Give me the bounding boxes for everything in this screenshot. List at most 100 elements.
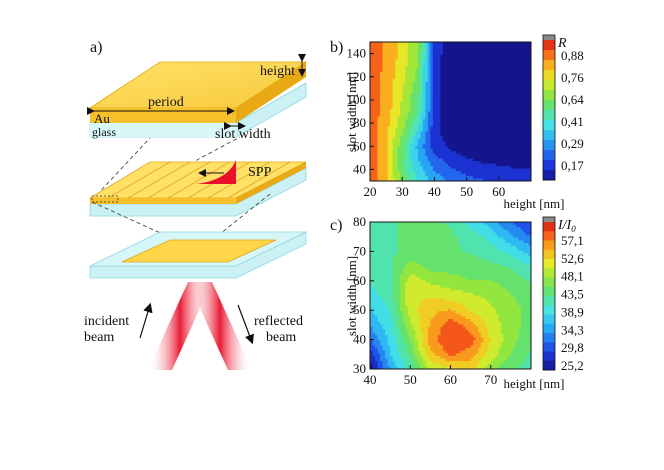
heatmap-cell (437, 161, 442, 165)
heatmap-cell (468, 156, 472, 160)
heatmap-cell (380, 99, 384, 103)
heatmap-cell (485, 261, 489, 265)
heatmap-cell (410, 237, 414, 241)
heatmap-cell (473, 51, 477, 56)
heatmap-cell (440, 128, 444, 132)
heatmap-cell (458, 153, 462, 157)
heatmap-cell (500, 46, 504, 51)
heatmap-cell (465, 166, 469, 170)
heatmap-cell (465, 237, 469, 241)
heatmap-cell (475, 49, 479, 53)
heatmap-cell (385, 49, 389, 53)
heatmap-cell (402, 143, 406, 147)
heatmap-cell (382, 116, 386, 120)
heatmap-cell (392, 79, 396, 83)
heatmap-cell (453, 89, 457, 93)
heatmap-cell (395, 116, 399, 120)
heatmap-cell (508, 64, 512, 68)
heatmap-cell (488, 106, 492, 110)
heatmap-cell (417, 240, 421, 244)
heatmap-cell (453, 168, 457, 172)
heatmap-cell (412, 49, 416, 53)
heatmap-cell (370, 101, 374, 105)
unit-cell-marker (91, 195, 119, 203)
heatmap-cell (402, 243, 406, 247)
heatmap-cell (430, 243, 434, 247)
heatmap-cell (475, 161, 479, 165)
heatmap-cell (375, 94, 379, 98)
heatmap-cell (500, 91, 504, 95)
heatmap-cell (463, 54, 467, 58)
heatmap-cell (375, 66, 379, 70)
heatmap-cell (370, 84, 374, 88)
heatmap-cell (387, 94, 391, 98)
heatmap-cell (475, 143, 479, 147)
heatmap-cell (412, 261, 416, 265)
heatmap-cell (465, 66, 469, 70)
heatmap-cell (390, 166, 394, 170)
heatmap-cell (397, 271, 401, 276)
heatmap-cell (410, 146, 414, 150)
heatmap-cell (520, 229, 525, 234)
heatmap-cell (400, 253, 404, 257)
heatmap-cell (385, 111, 389, 115)
heatmap-cell (498, 158, 502, 162)
heatmap-cell (500, 44, 504, 48)
heatmap-cell (445, 138, 449, 142)
heatmap-cell (380, 245, 384, 249)
heatmap-cell (505, 235, 509, 239)
heatmap-cell (415, 232, 419, 236)
heatmap-cell (508, 69, 512, 73)
heatmap-cell (407, 224, 411, 228)
heatmap-cell (490, 250, 494, 255)
heatmap-cell (422, 69, 426, 73)
heatmap-cell (505, 151, 509, 155)
heatmap-cell (500, 143, 504, 147)
heatmap-cell (370, 161, 374, 165)
heatmap-cell (432, 71, 437, 75)
heatmap-cell (493, 49, 497, 53)
heatmap-cell (445, 121, 449, 125)
heatmap-cell (468, 269, 472, 273)
heatmap-cell (495, 237, 499, 241)
heatmap-cell (400, 274, 404, 278)
heatmap-cell (370, 266, 374, 270)
heatmap-cell (422, 143, 426, 147)
heatmap-cell (402, 49, 406, 53)
heatmap-cell (450, 54, 454, 58)
heatmap-cell (508, 49, 512, 53)
heatmap-cell (493, 99, 497, 103)
heatmap-cell (440, 136, 444, 140)
heatmap-cell (430, 81, 434, 85)
heatmap-cell (450, 61, 454, 65)
heatmap-cell (382, 136, 386, 140)
slot-width-label: slot width (215, 127, 271, 142)
heatmap-cell (387, 61, 391, 65)
heatmap-cell (407, 94, 411, 98)
heatmap-cell (382, 163, 386, 167)
heatmap-cell (458, 235, 462, 239)
heatmap-cell (407, 266, 411, 270)
heatmap-cell (422, 253, 426, 257)
heatmap-cell (397, 104, 401, 108)
heatmap-cell (453, 64, 457, 68)
heatmap-cell (453, 153, 457, 157)
heatmap-cell (425, 237, 429, 241)
heatmap-cell (473, 104, 477, 108)
heatmap-cell (523, 42, 527, 46)
heatmap-cell (465, 156, 469, 160)
heatmap-cell (425, 109, 429, 113)
heatmap-cell (372, 61, 376, 65)
heatmap-cell (422, 111, 426, 115)
heatmap-cell (422, 91, 426, 95)
heatmap-cell (442, 148, 447, 152)
heatmap-cell (528, 99, 531, 103)
heatmap-cell (422, 141, 426, 145)
heatmap-cell (483, 148, 487, 152)
heatmap-cell (392, 104, 396, 108)
heatmap-cell (427, 222, 431, 226)
heatmap-cell (473, 61, 477, 65)
heatmap-cell (427, 161, 431, 165)
heatmap-cell (458, 116, 462, 120)
heatmap-cell (528, 61, 531, 65)
